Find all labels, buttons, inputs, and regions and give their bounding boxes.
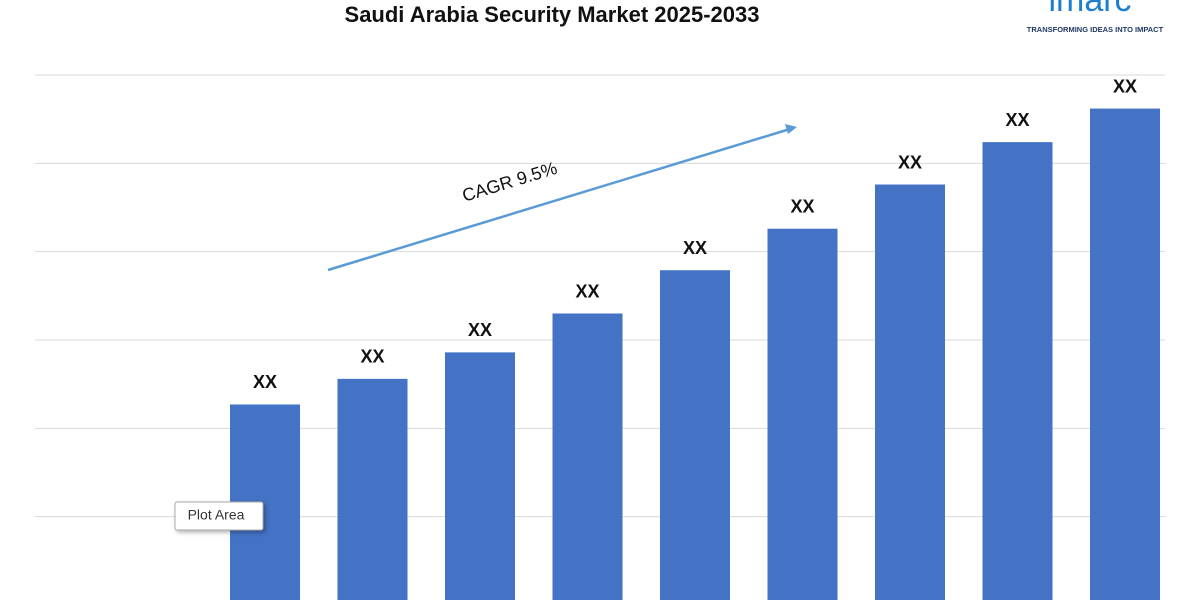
- bars: XX XX XX XX XX XX XX XX XX: [230, 76, 1160, 600]
- logo: imarc: [1048, 0, 1131, 19]
- bar: [552, 313, 623, 600]
- tooltip: Plot Area: [188, 507, 245, 523]
- arrow-head: [785, 124, 797, 134]
- bar: [660, 270, 730, 600]
- value-label: XX: [575, 281, 599, 301]
- value-label: XX: [790, 196, 814, 216]
- bar: [982, 142, 1053, 600]
- tooltip-box: [174, 501, 264, 531]
- bar: [767, 228, 838, 600]
- bar: [1090, 108, 1160, 600]
- bar: [337, 378, 408, 600]
- chart-title: Saudi Arabia Security Market 2025-2033: [345, 2, 760, 27]
- trend-arrow: [327, 127, 791, 272]
- value-label: XX: [1113, 76, 1137, 96]
- cagr-label: CAGR 9.5%: [460, 158, 560, 206]
- bar: [875, 184, 945, 600]
- value-label: XX: [898, 152, 922, 172]
- value-label: XX: [253, 372, 277, 392]
- value-label: XX: [468, 320, 492, 340]
- bar: [445, 352, 515, 600]
- value-label: XX: [360, 347, 384, 367]
- value-label: XX: [683, 238, 707, 258]
- logo-tagline: TRANSFORMING IDEAS INTO IMPACT: [1027, 25, 1164, 34]
- value-label: XX: [1005, 110, 1029, 130]
